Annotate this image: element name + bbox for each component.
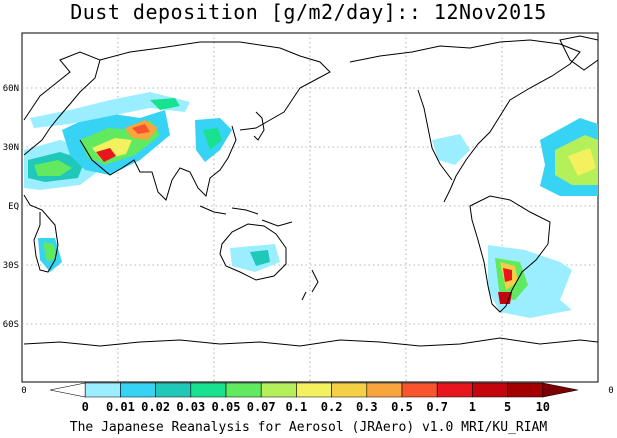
coast-north-america-west bbox=[417, 89, 453, 181]
colorbar-label-12: 5 bbox=[504, 400, 511, 414]
dust-plume-iran-hot bbox=[132, 124, 150, 134]
coast-indonesia bbox=[199, 205, 293, 227]
lat-label-eq: EQ bbox=[8, 202, 19, 212]
colorbar-label-2: 0.02 bbox=[141, 400, 170, 414]
coast-asia-north bbox=[99, 41, 331, 131]
colorbar-label-8: 0.3 bbox=[356, 400, 378, 414]
colorbar-swatch-0 bbox=[49, 382, 86, 398]
dust-plume-north-america bbox=[432, 134, 470, 165]
colorbar-label-4: 0.05 bbox=[212, 400, 241, 414]
dust-plume-central-asia bbox=[30, 92, 190, 128]
coast-south-america bbox=[469, 195, 551, 313]
coast-north-america bbox=[349, 39, 581, 203]
coast-antarctica bbox=[23, 337, 599, 347]
colorbar-label-9: 0.5 bbox=[391, 400, 413, 414]
dust-plume-central-asia-core bbox=[150, 98, 180, 110]
colorbar-swatch-9 bbox=[366, 382, 403, 398]
colorbar-swatch-7 bbox=[296, 382, 332, 398]
colorbar-swatch-10 bbox=[401, 382, 438, 398]
dust-plume-atlantic-mid bbox=[568, 148, 596, 176]
colorbar-label-1: 0.01 bbox=[106, 400, 135, 414]
colorbar-label-3: 0.03 bbox=[176, 400, 205, 414]
coast-arabia bbox=[79, 125, 237, 201]
axis-edge-label-left: 0 bbox=[21, 386, 26, 396]
colorbar-swatch-13 bbox=[507, 382, 544, 398]
colorbar-label-0: 0 bbox=[82, 400, 89, 414]
latitude-labels: 60N 30N EQ 30S 60S bbox=[3, 84, 19, 330]
coast-africa-europe bbox=[23, 51, 101, 273]
colorbar-label-5: 0.07 bbox=[247, 400, 276, 414]
coast-greenland bbox=[559, 35, 599, 71]
colorbar-swatch-14 bbox=[542, 382, 579, 398]
lat-label-60n: 60N bbox=[3, 84, 19, 94]
dust-plume-patagonia-hot bbox=[503, 268, 512, 282]
lat-label-30n: 30N bbox=[3, 143, 19, 153]
colorbar-label-6: 0.1 bbox=[286, 400, 308, 414]
dust-plume-southern-africa-core bbox=[43, 242, 56, 262]
dust-plume-australia-core bbox=[250, 250, 270, 266]
dust-plume-china-core bbox=[203, 128, 222, 150]
colorbar-swatch-4 bbox=[190, 382, 227, 398]
credit-line: The Japanese Reanalysis for Aerosol (JRA… bbox=[69, 420, 548, 435]
map-frame bbox=[21, 32, 599, 383]
colorbar-label-7: 0.2 bbox=[321, 400, 343, 414]
colorbar-swatch-5 bbox=[225, 382, 262, 398]
colorbar-swatch-2 bbox=[120, 382, 156, 398]
colorbar-swatch-8 bbox=[331, 382, 368, 398]
coast-australia bbox=[219, 223, 287, 281]
coast-japan bbox=[253, 111, 265, 141]
dust-plume-sahara-inner bbox=[34, 160, 72, 176]
colorbar: 0 0.01 0.02 0.03 0.05 0.07 0.1 0.2 0.3 0.5 0.7 1 5 10 bbox=[49, 382, 579, 414]
lat-label-60s: 60S bbox=[3, 320, 19, 330]
colorbar-label-10: 0.7 bbox=[426, 400, 448, 414]
colorbar-label-13: 10 bbox=[536, 400, 550, 414]
map-title: Dust deposition [g/m2/day]:: 12Nov2015 bbox=[70, 0, 547, 24]
coastlines bbox=[23, 35, 599, 347]
dust-plume-patagonia-south bbox=[498, 292, 512, 304]
colorbar-label-11: 1 bbox=[469, 400, 476, 414]
dust-plume-arabia-hot bbox=[96, 148, 116, 162]
colorbar-swatch-11 bbox=[436, 382, 473, 398]
dust-shading bbox=[24, 92, 598, 318]
lat-label-30s: 30S bbox=[3, 261, 19, 271]
axis-edge-label-right: 0 bbox=[608, 386, 613, 396]
colorbar-swatch-6 bbox=[260, 382, 297, 398]
colorbar-swatch-3 bbox=[155, 382, 192, 398]
colorbar-swatch-1 bbox=[84, 382, 121, 398]
coast-new-zealand bbox=[301, 269, 319, 301]
colorbar-swatch-12 bbox=[472, 382, 508, 398]
